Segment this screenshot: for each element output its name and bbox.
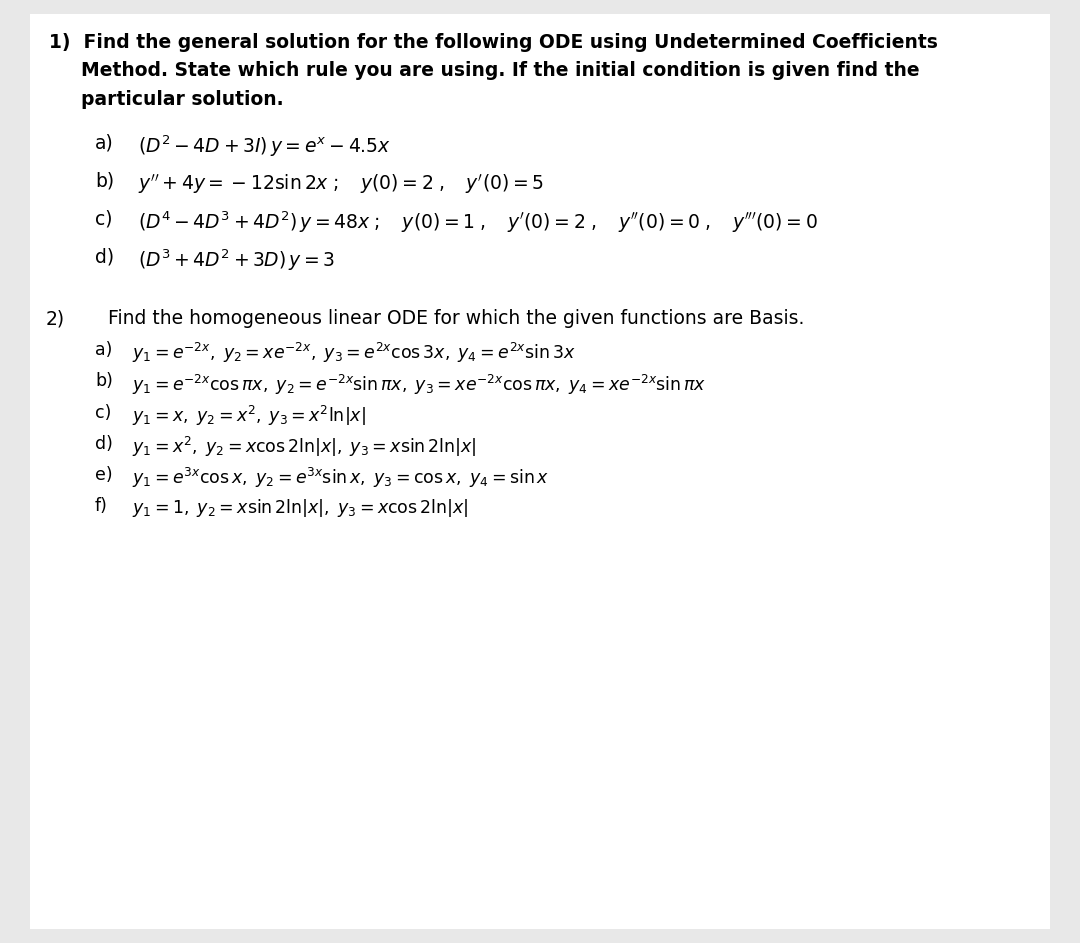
Text: a): a)	[95, 134, 113, 153]
Text: $(D^3 + 4D^2 + 3D)\,y = 3$: $(D^3 + 4D^2 + 3D)\,y = 3$	[138, 247, 335, 273]
Text: $y_1 = 1,\; y_2 = x\sin 2\ln|x|,\; y_3 = x\cos 2\ln|x|$: $y_1 = 1,\; y_2 = x\sin 2\ln|x|,\; y_3 =…	[132, 497, 468, 519]
Text: e): e)	[95, 466, 112, 484]
Text: $y_1 = x^2,\; y_2 = x\cos 2\ln|x|,\; y_3 = x\sin 2\ln|x|$: $y_1 = x^2,\; y_2 = x\cos 2\ln|x|,\; y_3…	[132, 435, 476, 459]
Text: 2): 2)	[45, 309, 65, 328]
Text: $y_1 = e^{-2x},\; y_2 = xe^{-2x},\; y_3 = e^{2x}\cos 3x,\; y_4 = e^{2x}\sin 3x$: $y_1 = e^{-2x},\; y_2 = xe^{-2x},\; y_3 …	[132, 341, 576, 366]
Text: b): b)	[95, 172, 114, 190]
Text: f): f)	[95, 497, 108, 515]
Text: $(D^2 - 4D + 3I)\,y = e^x - 4.5x$: $(D^2 - 4D + 3I)\,y = e^x - 4.5x$	[138, 134, 391, 159]
Text: Method. State which rule you are using. If the initial condition is given find t: Method. State which rule you are using. …	[81, 61, 920, 80]
Text: 1)  Find the general solution for the following ODE using Undetermined Coefficie: 1) Find the general solution for the fol…	[49, 33, 937, 52]
Text: c): c)	[95, 209, 112, 228]
Text: $y_1 = x,\; y_2 = x^2,\; y_3 = x^2\ln|x|$: $y_1 = x,\; y_2 = x^2,\; y_3 = x^2\ln|x|…	[132, 404, 366, 428]
Text: Find the homogeneous linear ODE for which the given functions are Basis.: Find the homogeneous linear ODE for whic…	[108, 309, 805, 328]
Text: $(D^4 - 4D^3 + 4D^2)\,y = 48x\;;\quad y(0) = 1\;,\quad y'(0) = 2\;,\quad y''(0) : $(D^4 - 4D^3 + 4D^2)\,y = 48x\;;\quad y(…	[138, 209, 819, 235]
Text: $y'' + 4y = -12\sin 2x\;;\quad y(0) = 2\;,\quad y'(0) = 5$: $y'' + 4y = -12\sin 2x\;;\quad y(0) = 2\…	[138, 172, 544, 195]
Text: $y_1 = e^{-2x}\cos\pi x,\; y_2 = e^{-2x}\sin\pi x,\; y_3 = xe^{-2x}\cos\pi x,\; : $y_1 = e^{-2x}\cos\pi x,\; y_2 = e^{-2x}…	[132, 372, 706, 397]
Text: d): d)	[95, 247, 114, 266]
Text: c): c)	[95, 404, 111, 422]
Text: d): d)	[95, 435, 113, 453]
Text: $y_1 = e^{3x}\cos x,\; y_2 = e^{3x}\sin x,\; y_3 = \cos x,\; y_4 = \sin x$: $y_1 = e^{3x}\cos x,\; y_2 = e^{3x}\sin …	[132, 466, 549, 490]
Text: b): b)	[95, 372, 113, 390]
Text: particular solution.: particular solution.	[81, 90, 284, 108]
Text: a): a)	[95, 341, 112, 359]
